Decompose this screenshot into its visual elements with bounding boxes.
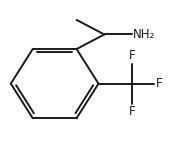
Text: F: F	[129, 49, 135, 62]
Text: NH₂: NH₂	[132, 28, 155, 41]
Text: F: F	[156, 77, 163, 90]
Text: F: F	[129, 105, 135, 118]
